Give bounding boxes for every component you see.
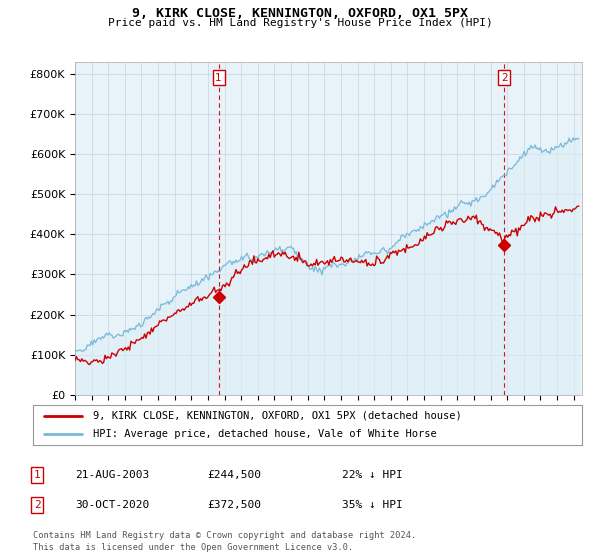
Text: 2: 2 bbox=[501, 73, 508, 83]
Text: HPI: Average price, detached house, Vale of White Horse: HPI: Average price, detached house, Vale… bbox=[94, 430, 437, 439]
Text: 9, KIRK CLOSE, KENNINGTON, OXFORD, OX1 5PX (detached house): 9, KIRK CLOSE, KENNINGTON, OXFORD, OX1 5… bbox=[94, 411, 462, 421]
Text: 21-AUG-2003: 21-AUG-2003 bbox=[75, 470, 149, 480]
Text: This data is licensed under the Open Government Licence v3.0.: This data is licensed under the Open Gov… bbox=[33, 543, 353, 552]
Text: 1: 1 bbox=[215, 73, 222, 83]
Text: Contains HM Land Registry data © Crown copyright and database right 2024.: Contains HM Land Registry data © Crown c… bbox=[33, 531, 416, 540]
Text: 9, KIRK CLOSE, KENNINGTON, OXFORD, OX1 5PX: 9, KIRK CLOSE, KENNINGTON, OXFORD, OX1 5… bbox=[132, 7, 468, 20]
Text: 2: 2 bbox=[34, 500, 41, 510]
Text: £372,500: £372,500 bbox=[207, 500, 261, 510]
Text: 30-OCT-2020: 30-OCT-2020 bbox=[75, 500, 149, 510]
Text: Price paid vs. HM Land Registry's House Price Index (HPI): Price paid vs. HM Land Registry's House … bbox=[107, 18, 493, 29]
Text: £244,500: £244,500 bbox=[207, 470, 261, 480]
Text: 35% ↓ HPI: 35% ↓ HPI bbox=[342, 500, 403, 510]
Text: 22% ↓ HPI: 22% ↓ HPI bbox=[342, 470, 403, 480]
Text: 1: 1 bbox=[34, 470, 41, 480]
